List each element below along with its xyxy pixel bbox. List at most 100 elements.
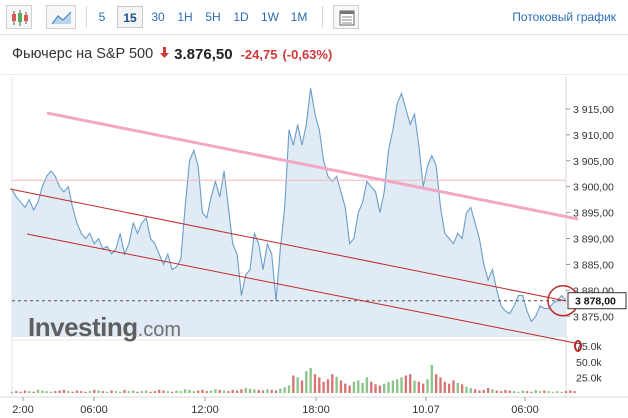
volume-bar bbox=[188, 389, 191, 393]
volume-bar bbox=[551, 391, 555, 393]
volume-bar bbox=[348, 385, 351, 393]
volume-bar bbox=[573, 391, 576, 393]
interval-1m[interactable]: 1M bbox=[290, 10, 308, 24]
interval-1w[interactable]: 1W bbox=[261, 10, 279, 24]
streaming-chart-link[interactable]: Потоковый график bbox=[512, 10, 616, 24]
y-tick-label: 3 915,00 bbox=[573, 104, 614, 116]
interval-15[interactable]: 15 bbox=[117, 6, 143, 28]
volume-bar bbox=[222, 390, 226, 393]
volume-bar bbox=[162, 390, 165, 393]
volume-bar bbox=[387, 381, 390, 393]
volume-bar bbox=[512, 391, 516, 393]
volume-bar bbox=[361, 383, 364, 393]
volume-bar bbox=[10, 391, 14, 393]
price-change-percent: (-0,63%) bbox=[282, 46, 333, 62]
volume-bar bbox=[352, 381, 356, 393]
interval-5h[interactable]: 5H bbox=[205, 10, 221, 24]
volume-bar bbox=[23, 390, 27, 393]
area-chart-icon[interactable] bbox=[46, 5, 76, 29]
volume-bar bbox=[460, 384, 464, 393]
volume-bar bbox=[357, 380, 360, 393]
y-tick-label: 3 900,00 bbox=[573, 182, 614, 194]
candlestick-icon[interactable] bbox=[6, 5, 32, 29]
chart-toolbar: 5 15 30 1H 5H 1D 1W 1M Потоковый график bbox=[0, 0, 628, 34]
volume-bar bbox=[417, 381, 421, 393]
volume-bar bbox=[144, 390, 148, 393]
volume-bar bbox=[370, 381, 373, 393]
volume-bar bbox=[547, 391, 550, 393]
volume-bar bbox=[456, 383, 459, 393]
volume-bar bbox=[543, 390, 546, 393]
interval-1h[interactable]: 1H bbox=[177, 10, 193, 24]
volume-bar bbox=[404, 375, 408, 393]
volume-bar bbox=[508, 390, 511, 393]
volume-bar bbox=[452, 380, 455, 393]
toolbar-separator bbox=[322, 6, 323, 28]
x-tick-label: 06:00 bbox=[511, 404, 539, 416]
volume-bar bbox=[478, 390, 481, 393]
volume-bar bbox=[409, 374, 412, 393]
volume-bar bbox=[469, 388, 472, 393]
interval-30[interactable]: 30 bbox=[151, 10, 165, 24]
volume-bar bbox=[97, 390, 100, 393]
watermark-suffix: .com bbox=[137, 319, 181, 341]
volume-bar bbox=[335, 376, 338, 393]
volume-bar bbox=[80, 391, 83, 393]
volume-bar bbox=[41, 390, 44, 393]
price-chart[interactable]: 3 915,00 3 910,00 3 905,00 3 900,00 3 895,00… bbox=[0, 75, 628, 418]
volume-bar bbox=[192, 391, 195, 393]
volume-bar bbox=[331, 374, 334, 393]
volume-bar bbox=[248, 388, 252, 393]
volume-bar bbox=[309, 368, 312, 393]
volume-bar bbox=[391, 380, 395, 393]
investing-watermark: Investing .com bbox=[28, 312, 181, 343]
volume-bar bbox=[564, 391, 568, 393]
header-divider bbox=[0, 74, 628, 75]
volume-bar bbox=[28, 391, 31, 393]
volume-bar bbox=[473, 389, 477, 393]
volume-bar bbox=[378, 385, 382, 393]
toolbar-divider bbox=[0, 34, 628, 35]
volume-bar bbox=[443, 381, 446, 393]
y-tick-label: 3 895,00 bbox=[573, 208, 614, 220]
volume-bar bbox=[179, 391, 182, 393]
volume-bar bbox=[235, 390, 239, 393]
volume-bar bbox=[504, 389, 507, 393]
volume-bar bbox=[110, 390, 113, 393]
volume-bar bbox=[339, 380, 343, 393]
volume-tick-label: 50.0k bbox=[576, 357, 602, 369]
volume-bar bbox=[322, 381, 325, 393]
volume-bar bbox=[413, 380, 416, 393]
volume-bar bbox=[283, 387, 286, 393]
volume-bar bbox=[344, 383, 347, 393]
volume-bar bbox=[482, 389, 485, 393]
volume-bar bbox=[214, 389, 217, 393]
instrument-header: Фьючерс на S&P 500 3.876,50 -24,75 (-0,6… bbox=[12, 43, 332, 65]
price-change: -24,75 bbox=[240, 46, 278, 62]
volume-bar bbox=[430, 364, 434, 393]
x-tick-label: 12:00 bbox=[191, 404, 219, 416]
volume-bar bbox=[556, 391, 559, 393]
volume-bar bbox=[127, 391, 131, 393]
volume-bar bbox=[396, 379, 399, 393]
volume-bar bbox=[58, 390, 61, 393]
volume-bar bbox=[569, 390, 572, 393]
volume-bar bbox=[75, 390, 79, 393]
volume-bar bbox=[517, 391, 520, 393]
volume-bar bbox=[261, 390, 265, 393]
y-tick-label: 3 905,00 bbox=[573, 156, 614, 168]
volume-bar bbox=[521, 390, 524, 393]
volume-bar bbox=[201, 389, 204, 393]
volume-bar bbox=[270, 389, 273, 393]
volume-bar bbox=[538, 391, 542, 393]
y-tick-label: 3 885,00 bbox=[573, 259, 614, 271]
y-tick-label: 3 890,00 bbox=[573, 234, 614, 246]
x-tick-label: 06:00 bbox=[80, 404, 108, 416]
interval-5[interactable]: 5 bbox=[98, 10, 106, 24]
volume-bar bbox=[45, 391, 48, 393]
volume-bar bbox=[426, 379, 429, 393]
volume-bar bbox=[292, 375, 295, 393]
volume-bar bbox=[434, 374, 438, 393]
interval-1d[interactable]: 1D bbox=[233, 10, 249, 24]
table-view-icon[interactable] bbox=[333, 5, 359, 29]
